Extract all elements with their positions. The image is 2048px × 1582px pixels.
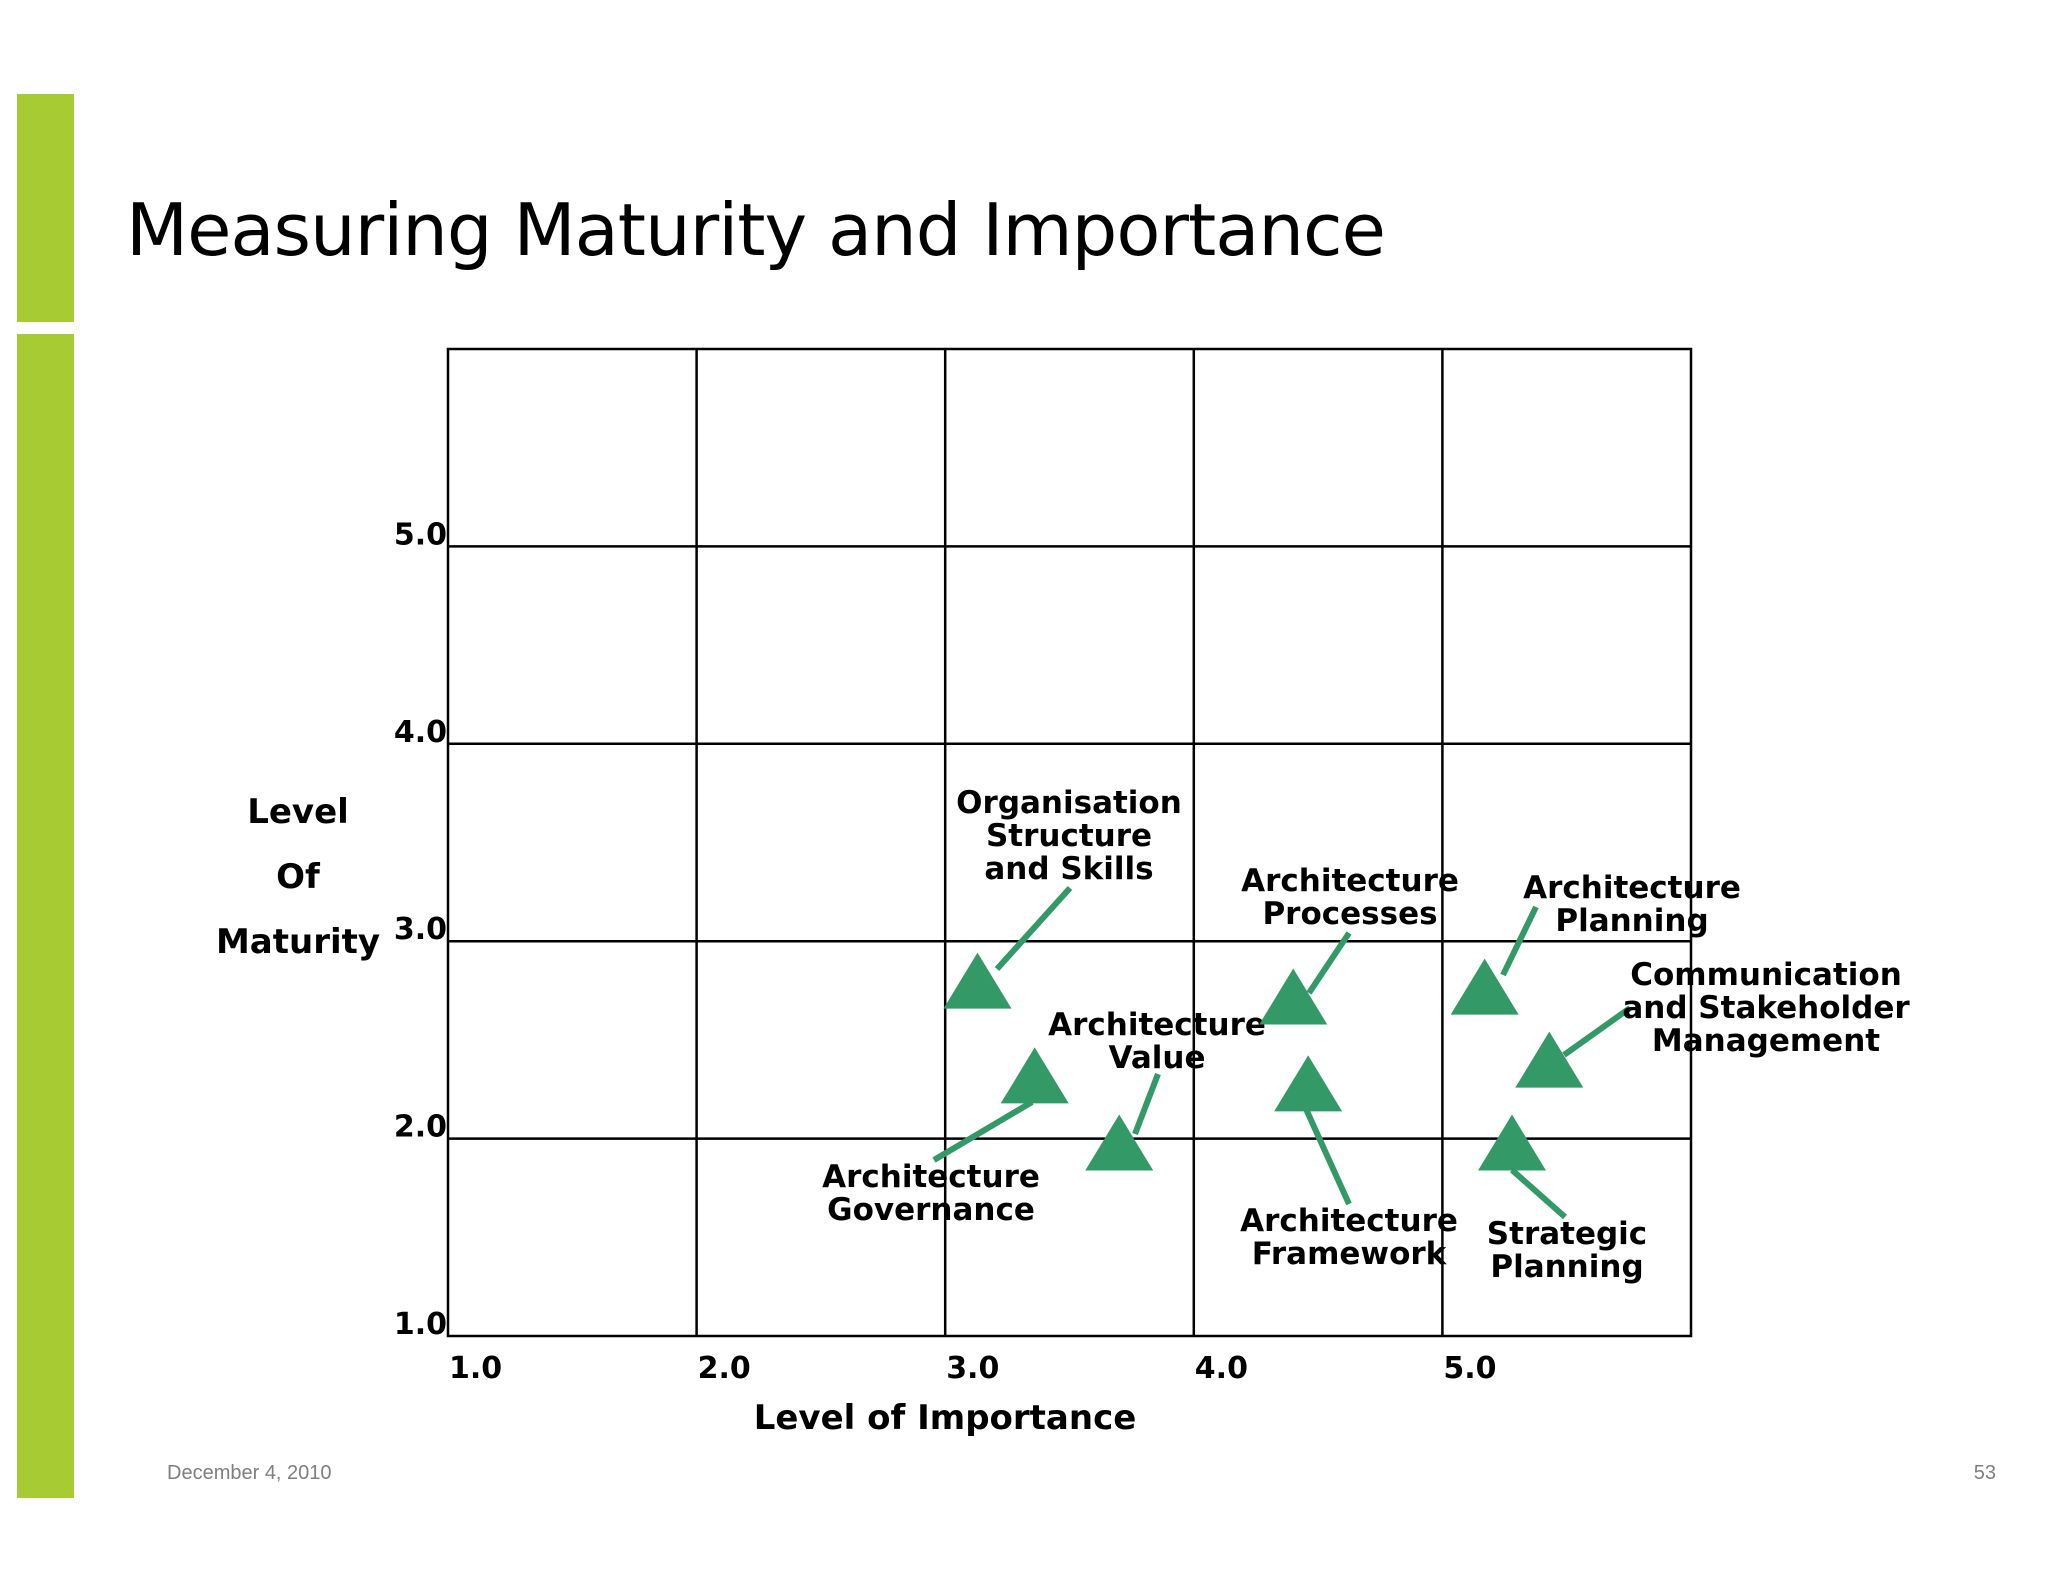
page-number: 53: [1973, 1462, 1996, 1484]
point-label: Organisation Structure and Skills: [956, 785, 1182, 887]
point-label-line: Strategic: [1487, 1216, 1647, 1252]
point-label: Architecture Framework: [1240, 1203, 1458, 1272]
triangle-icon: [1259, 968, 1328, 1025]
point-label: Architecture Processes: [1241, 863, 1459, 932]
point-label-line: Architecture: [1523, 870, 1741, 906]
leader-line: [932, 1099, 1034, 1163]
x-tick-label: 4.0: [1195, 1351, 1248, 1386]
leader-line: [1306, 931, 1352, 995]
y-tick-label: 1.0: [394, 1307, 447, 1342]
point-label-line: Architecture: [1240, 1203, 1458, 1239]
point-label-line: and Skills: [984, 851, 1153, 887]
leader-line: [1132, 1072, 1161, 1136]
point-label-line: Architecture: [1241, 863, 1459, 899]
triangle-icon: [1085, 1114, 1154, 1171]
accent-bar-bottom: [17, 334, 74, 1498]
point-label-line: Framework: [1252, 1236, 1448, 1272]
point-label-line: Processes: [1262, 896, 1437, 932]
point-label-line: and Stakeholder: [1622, 990, 1910, 1026]
accent-bar-top: [17, 94, 74, 322]
x-tick-label: 5.0: [1443, 1351, 1496, 1386]
point-label-line: Structure: [986, 818, 1152, 854]
y-tick-label: 4.0: [394, 715, 447, 750]
leader-line: [1303, 1107, 1352, 1206]
x-axis-label: Level of Importance: [753, 1398, 1137, 1438]
x-tick-label: 3.0: [946, 1351, 999, 1386]
leader-line: [994, 885, 1073, 972]
y-axis-label-line: Maturity: [215, 922, 381, 962]
triangle-icon: [1450, 958, 1519, 1015]
point-label-line: Organisation: [956, 785, 1182, 821]
triangle-icon: [1478, 1114, 1547, 1171]
triangle-icon: [1515, 1031, 1584, 1088]
point-label-line: Architecture: [822, 1159, 1040, 1195]
leader-line: [1510, 1167, 1567, 1220]
footer-date: December 4, 2010: [167, 1462, 332, 1484]
y-tick-label: 5.0: [394, 517, 447, 552]
point-label-line: Planning: [1490, 1249, 1643, 1285]
point-label: Architecture Planning: [1523, 870, 1741, 939]
point-label-line: Management: [1652, 1023, 1880, 1059]
point-label-line: Value: [1109, 1040, 1206, 1076]
triangle-icon: [943, 952, 1012, 1009]
point-label: Strategic Planning: [1487, 1216, 1647, 1285]
leader-line: [1500, 905, 1539, 977]
y-tick-label: 2.0: [394, 1110, 447, 1145]
triangle-icon: [1274, 1055, 1343, 1112]
y-axis-label-line: Level: [247, 792, 349, 832]
point-label-line: Architecture: [1048, 1007, 1266, 1043]
slide-title: Measuring Maturity and Importance: [126, 188, 1386, 272]
point-label: Communication and Stakeholder Management: [1622, 957, 1910, 1059]
triangle-icon: [1000, 1047, 1069, 1104]
y-axis-label-line: Of: [276, 857, 320, 897]
x-tick-label: 2.0: [698, 1351, 751, 1386]
point-label-line: Planning: [1555, 903, 1708, 939]
y-tick-label: 3.0: [394, 912, 447, 947]
plot-frame: [446, 347, 1693, 1338]
point-label: Architecture Value: [1048, 1007, 1266, 1076]
y-axis-label: Level Of Maturity: [198, 780, 398, 975]
leader-line: [1562, 1005, 1632, 1058]
x-tick-label: 1.0: [449, 1351, 502, 1386]
point-label-line: Governance: [827, 1192, 1035, 1228]
point-label-line: Communication: [1630, 957, 1902, 993]
point-label: Architecture Governance: [822, 1159, 1040, 1228]
